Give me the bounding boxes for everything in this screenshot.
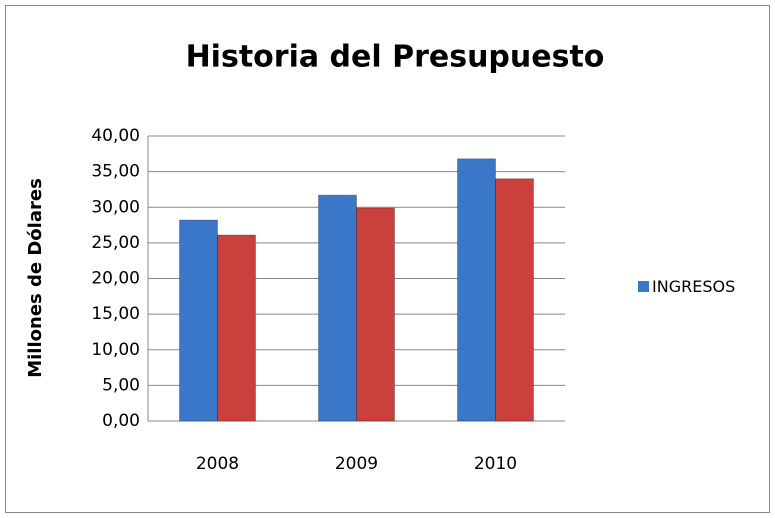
y-tick-label: 20,00 [91,269,140,289]
x-tick-label: 2010 [474,454,517,474]
y-tick-label: 15,00 [91,304,140,324]
legend-swatch [638,281,649,292]
y-tick-label: 25,00 [91,233,140,253]
x-tick-label: 2008 [196,454,239,474]
bar [179,219,218,422]
bar [356,207,395,422]
y-tick-label: 30,00 [91,197,140,217]
x-tick-label: 2009 [335,454,378,474]
y-axis-label: Millones de Dólares [25,178,46,378]
y-tick-label: 5,00 [102,375,140,395]
chart-title: Historia del Presupuesto [186,40,605,75]
y-tick-label: 0,00 [102,411,140,431]
bar [495,178,534,422]
bar [457,158,496,422]
y-tick-label: 10,00 [91,340,140,360]
bar [217,234,256,422]
legend-label: INGRESOS [652,277,736,296]
y-tick-label: 40,00 [91,126,140,146]
bar [318,194,357,422]
y-tick-label: 35,00 [91,162,140,182]
